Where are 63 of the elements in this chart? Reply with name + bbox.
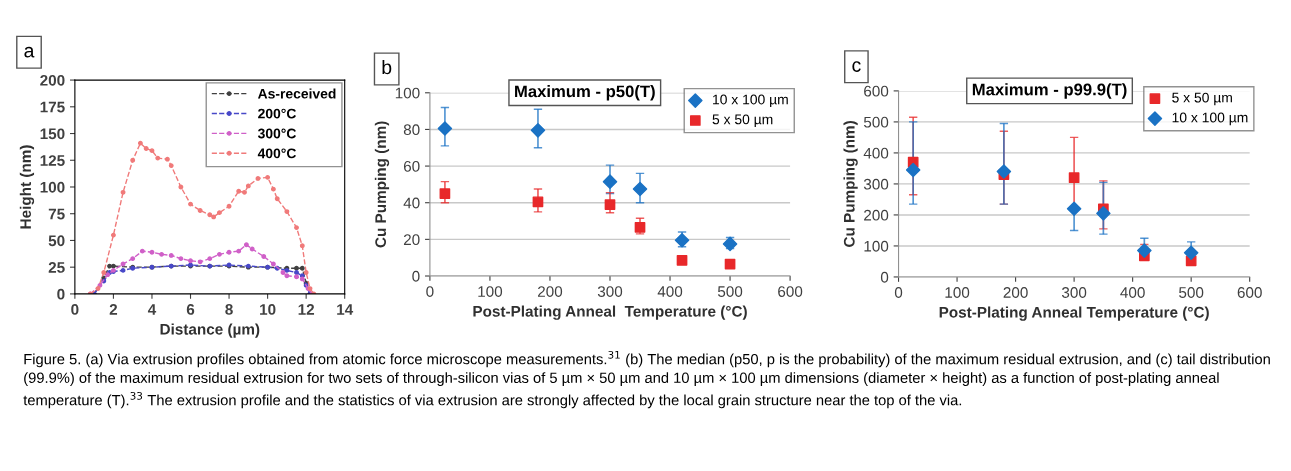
y-tick-label: 125 [40, 155, 65, 166]
chart-title: c [852, 61, 861, 72]
caption: Figure 5. (a) Via extrusion profiles obtained from atomic force microscope measurements.$^{31}$ (b) The median (p50, p is the probability) of the maximum residual extrusion, and (c) tail distribution (99.9%) of the maximum residual extrusion for two sets of through-silicon vias of 5 µm × 50 µm and 10 µm × 100 µm dimensions (diameter × height) as a function of post-plating anneal temperature (T).$^{33}$ The extrusion profile and the statistics of via extrusion are strongly affected by the local grain structure near the top of the via. [23, 350, 1270, 409]
y-tick-label: 25 [48, 262, 65, 273]
y-tick-label: 100 [864, 240, 889, 252]
x-tick-label: 600 [1237, 287, 1262, 298]
x-tick-label: 300 [597, 286, 623, 297]
x-tick-label: 300 [1061, 287, 1087, 298]
y-tick-label: 75 [48, 208, 65, 220]
legend-label: 10 x 100 µm [1172, 112, 1248, 126]
y-tick-label: 200 [40, 74, 65, 86]
y-tick-label: 20 [403, 234, 420, 246]
x-tick-label: 200 [1003, 287, 1028, 298]
y-axis-title: Cu Pumping (nm) [374, 121, 390, 248]
y-tick-label: 80 [403, 124, 420, 136]
y-tick-label: 175 [40, 101, 65, 113]
x-tick-label: 0 [426, 286, 434, 297]
x-tick-label: 100 [478, 286, 503, 297]
legend-label: 10 x 100 µm [713, 94, 788, 108]
y-tick-label: 50 [48, 235, 65, 247]
x-axis-title: Post-Plating Anneal Temperature (°C) [473, 305, 747, 320]
y-tick-label: 600 [864, 85, 889, 97]
x-tick-label: 0 [71, 304, 79, 315]
y-tick-label: 0 [412, 270, 420, 282]
x-axis-title: Post-Plating Anneal Temperature (°C) [939, 306, 1209, 321]
x-tick-label: 6 [186, 304, 195, 315]
x-tick-label: 600 [778, 286, 803, 297]
y-tick-label: 500 [863, 116, 889, 128]
x-axis-title: Distance (µm) [160, 323, 260, 338]
x-tick-label: 4 [147, 304, 157, 315]
y-tick-label: 100 [395, 87, 420, 99]
x-tick-label: 10 [260, 304, 276, 315]
x-tick-label: 14 [337, 304, 354, 315]
legend-label: 300°C [257, 128, 296, 139]
annotation: Maximum - p99.9(T) [972, 83, 1127, 99]
annotation: Maximum - p50(T) [515, 85, 655, 101]
y-tick-label: 40 [403, 197, 420, 209]
y-tick-label: 200 [864, 209, 889, 221]
y-tick-label: 400 [863, 147, 889, 159]
y-tick-label: 0 [880, 271, 889, 283]
y-tick-label: 300 [863, 178, 889, 190]
x-tick-label: 500 [1179, 287, 1204, 298]
x-tick-label: 500 [717, 286, 743, 297]
x-tick-label: 12 [298, 304, 315, 315]
chart-title: a [24, 46, 35, 58]
y-axis-title: Cu Pumping (nm) [843, 121, 858, 247]
y-tick-label: 150 [40, 128, 65, 140]
y-tick-label: 60 [403, 160, 420, 172]
x-tick-label: 400 [657, 286, 683, 297]
x-tick-label: 200 [537, 286, 563, 297]
y-tick-label: 100 [40, 181, 65, 193]
legend-label: As-received [257, 88, 336, 99]
x-tick-label: 100 [945, 287, 970, 298]
x-tick-label: 2 [109, 304, 118, 315]
legend-label: 400°C [257, 148, 296, 159]
legend-label: 5 x 50 µm [1172, 92, 1232, 106]
x-tick-label: 400 [1120, 287, 1145, 298]
x-tick-label: 8 [225, 304, 233, 315]
y-axis-title: Height (nm) [19, 145, 35, 229]
legend-label: 200°C [258, 108, 296, 119]
chart-title: b [382, 59, 392, 75]
x-tick-label: 0 [894, 287, 903, 298]
legend-label: 5 x 50 µm [712, 114, 773, 128]
